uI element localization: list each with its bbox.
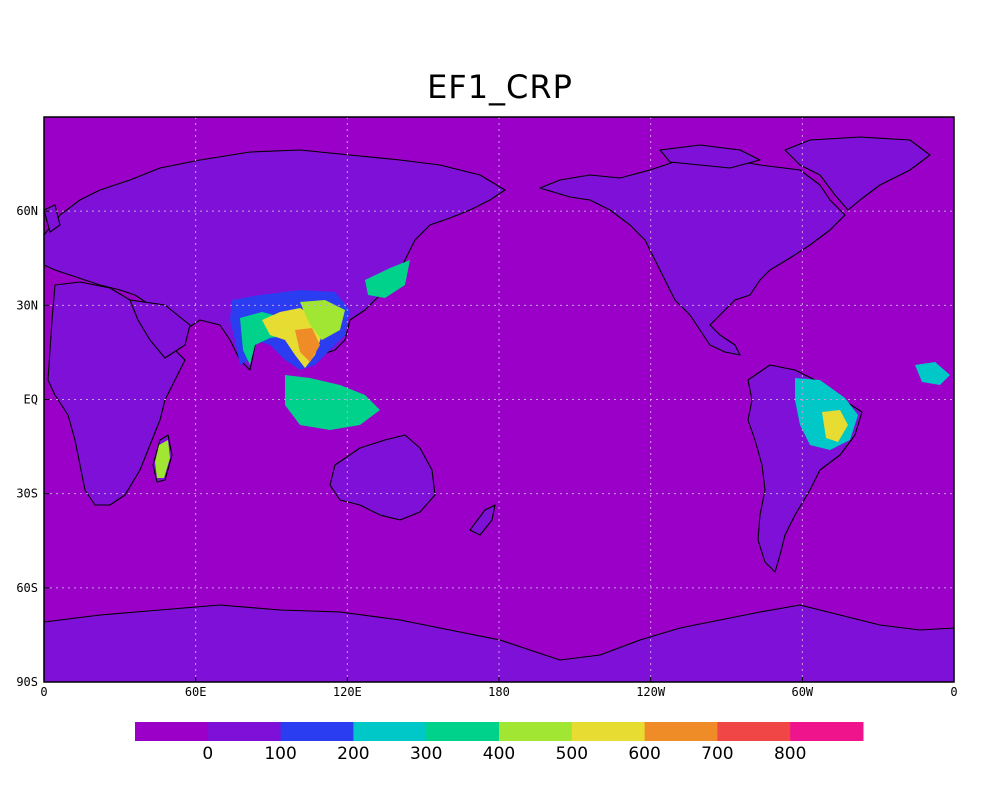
- lat-tick-label: 90S: [16, 675, 38, 689]
- colorbar-swatch: [717, 722, 790, 741]
- lat-tick-label: 30N: [16, 298, 38, 312]
- lat-tick-label: 60S: [16, 581, 38, 595]
- lon-tick-label: 0: [40, 685, 47, 699]
- colorbar-label: 800: [774, 744, 806, 764]
- lon-tick-label: 0: [950, 685, 957, 699]
- colorbar-swatch: [135, 722, 208, 741]
- colorbar-label: 700: [701, 744, 733, 764]
- colorbar-swatch: [790, 722, 863, 741]
- colorbar-label: 500: [556, 744, 588, 764]
- lon-tick-label: 180: [488, 685, 510, 699]
- lat-tick-label: EQ: [24, 393, 38, 407]
- lat-tick-label: 30S: [16, 487, 38, 501]
- colorbar-label: 200: [337, 744, 369, 764]
- colorbar-label: 0: [202, 744, 213, 764]
- colorbar-swatch: [353, 722, 426, 741]
- colorbar-label: 600: [628, 744, 660, 764]
- map-panel: [44, 117, 954, 682]
- colorbar-swatch: [499, 722, 572, 741]
- colorbar-swatch: [208, 722, 281, 741]
- colorbar-swatch: [281, 722, 354, 741]
- colorbar-label: 300: [410, 744, 442, 764]
- colorbar-swatch: [426, 722, 499, 741]
- lon-tick-label: 60W: [791, 685, 813, 699]
- colorbar-label: 400: [483, 744, 515, 764]
- lon-tick-label: 120W: [636, 685, 666, 699]
- colorbar: 0 100 200 300 400 500 600 700 800: [135, 722, 864, 764]
- colorbar-swatch: [572, 722, 645, 741]
- lon-tick-label: 120E: [333, 685, 362, 699]
- colorbar-label: 100: [264, 744, 296, 764]
- lon-tick-label: 60E: [185, 685, 207, 699]
- lat-tick-label: 60N: [16, 204, 38, 218]
- colorbar-swatch: [645, 722, 718, 741]
